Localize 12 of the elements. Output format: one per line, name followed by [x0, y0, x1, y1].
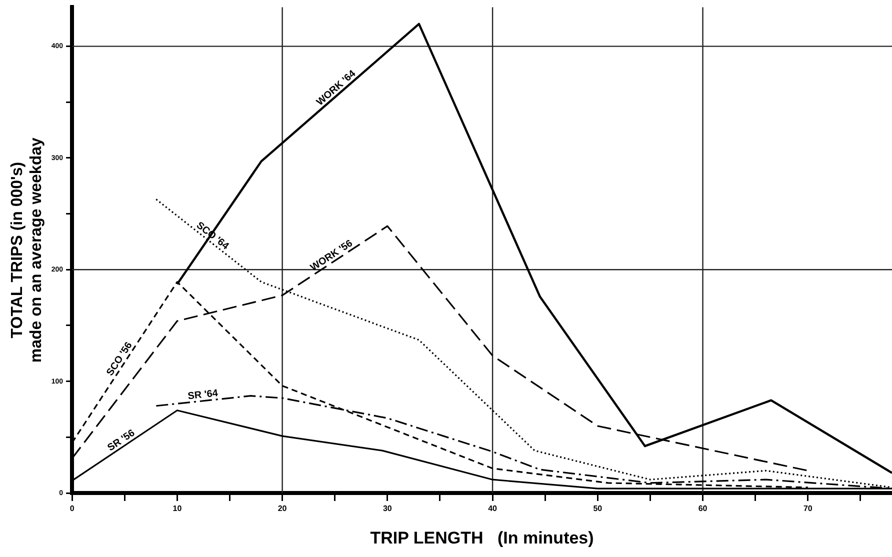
- x-tick-label: 70: [803, 504, 813, 514]
- x-tick-label: 60: [698, 504, 708, 514]
- x-tick-label: 0: [70, 504, 75, 514]
- text: SR '64: [187, 388, 219, 402]
- x-tick-label: 40: [488, 504, 498, 514]
- x-tick-label: 10: [172, 504, 182, 514]
- x-tick-label: 30: [382, 504, 392, 514]
- y-axis-title: TOTAL TRIPS (in 000's) made on an average weekday: [9, 138, 46, 363]
- x-tick-label: 50: [593, 504, 603, 514]
- x-axis-title: TRIP LENGTH (In minutes): [370, 528, 594, 548]
- x-tick-label: 20: [278, 504, 288, 514]
- text: SR '56: [106, 428, 138, 454]
